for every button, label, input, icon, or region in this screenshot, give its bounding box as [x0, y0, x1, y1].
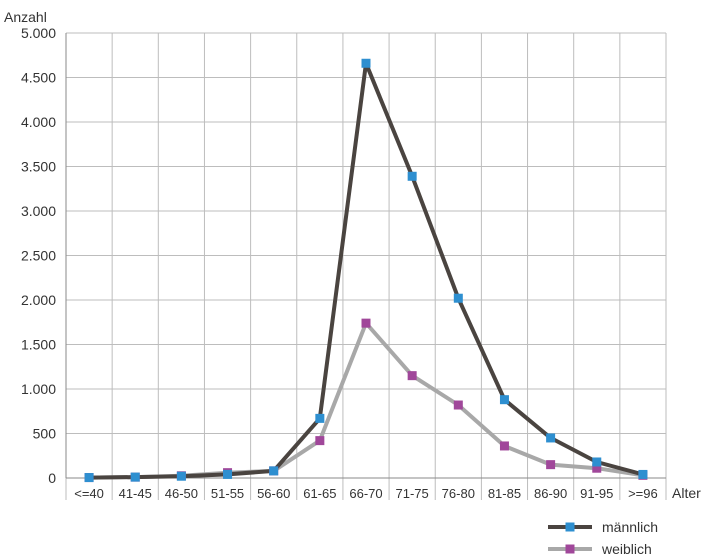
- x-tick-label: 51-55: [211, 486, 244, 501]
- y-tick-label: 4.000: [21, 114, 56, 130]
- y-tick-label: 1.500: [21, 337, 56, 353]
- data-point: [453, 293, 463, 303]
- x-tick-label: 76-80: [442, 486, 475, 501]
- legend-label: männlich: [602, 519, 658, 535]
- data-point: [269, 466, 279, 476]
- x-tick-label: >=96: [628, 486, 658, 501]
- legend-marker: [565, 544, 575, 554]
- data-point: [592, 463, 602, 473]
- y-tick-label: 500: [33, 426, 57, 442]
- y-tick-label: 1.000: [21, 381, 56, 397]
- x-tick-label: 81-85: [488, 486, 521, 501]
- legend: männlich weiblich: [548, 519, 658, 557]
- data-point: [546, 433, 556, 443]
- y-tick-label: 5.000: [21, 25, 56, 41]
- legend-marker: [565, 522, 575, 532]
- legend-label: weiblich: [601, 541, 652, 557]
- data-point: [315, 436, 325, 446]
- x-tick-label: 86-90: [534, 486, 567, 501]
- data-point: [223, 469, 233, 479]
- data-point: [130, 472, 140, 482]
- data-point: [361, 318, 371, 328]
- x-tick-label: 71-75: [396, 486, 429, 501]
- x-axis-ticks: <=40 41-45 46-50 51-55 56-60 61-65 66-70 71-75 7…: [74, 486, 658, 501]
- x-tick-label: 66-70: [349, 486, 382, 501]
- series-line-1: [89, 321, 644, 480]
- data-point: [361, 58, 371, 68]
- data-point: [499, 395, 509, 405]
- data-point: [176, 471, 186, 481]
- y-tick-label: 0: [48, 470, 56, 486]
- y-tick-label: 3.500: [21, 159, 56, 175]
- data-point: [407, 371, 417, 381]
- series-line-0: [89, 61, 644, 480]
- y-tick-label: 3.000: [21, 203, 56, 219]
- grid-lines: [65, 32, 667, 500]
- y-axis-ticks: 0 500 1.000 1.500 2.000 2.500 3.000 3.500 4.000 4…: [21, 25, 56, 486]
- data-point: [638, 469, 648, 479]
- series-lines: [89, 61, 644, 480]
- data-point: [546, 460, 556, 470]
- x-tick-label: 91-95: [580, 486, 613, 501]
- x-tick-label: 61-65: [303, 486, 336, 501]
- y-tick-label: 2.500: [21, 248, 56, 264]
- data-point: [315, 413, 325, 423]
- x-axis-label: Alter: [672, 485, 701, 501]
- data-point: [592, 457, 602, 467]
- data-point: [453, 400, 463, 410]
- data-point: [499, 441, 509, 451]
- data-points: [84, 58, 648, 483]
- y-axis-label: Anzahl: [4, 9, 47, 25]
- x-tick-label: 41-45: [119, 486, 152, 501]
- x-tick-label: 46-50: [165, 486, 198, 501]
- x-tick-label: <=40: [74, 486, 104, 501]
- y-tick-label: 4.500: [21, 70, 56, 86]
- y-tick-label: 2.000: [21, 292, 56, 308]
- data-point: [84, 473, 94, 483]
- data-point: [407, 171, 417, 181]
- x-tick-label: 56-60: [257, 486, 290, 501]
